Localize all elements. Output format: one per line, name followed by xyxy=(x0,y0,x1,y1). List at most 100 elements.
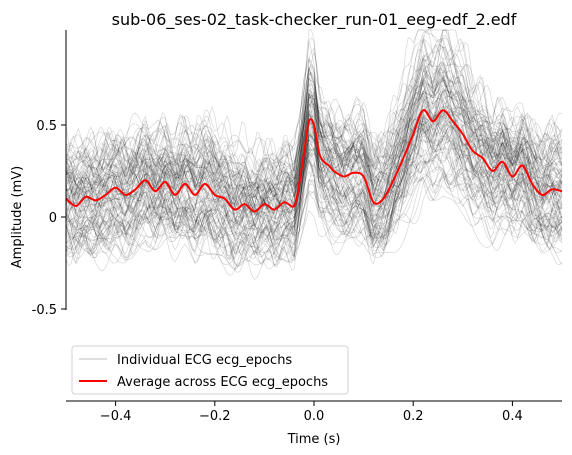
individual-ecg-trace xyxy=(65,58,563,201)
individual-ecg-trace xyxy=(65,176,563,271)
individual-ecg-trace xyxy=(65,137,563,241)
individual-ecg-trace xyxy=(65,123,563,204)
individual-ecg-trace xyxy=(65,83,563,216)
individual-ecg-trace xyxy=(65,121,563,233)
individual-ecg-trace xyxy=(65,161,563,276)
individual-ecg-trace xyxy=(66,76,563,189)
individual-ecg-trace xyxy=(65,115,563,224)
individual-ecg-trace xyxy=(65,128,563,250)
y-tick-label: -0.5 xyxy=(32,303,57,318)
individual-ecg-trace xyxy=(65,90,563,216)
individual-ecg-trace xyxy=(65,55,563,189)
individual-ecg-trace xyxy=(65,37,563,195)
individual-ecg-trace xyxy=(65,161,563,270)
individual-ecg-trace xyxy=(65,123,563,248)
individual-ecg-trace xyxy=(65,131,563,234)
individual-ecg-trace xyxy=(65,155,563,259)
individual-ecg-trace xyxy=(65,113,563,243)
individual-ecg-trace xyxy=(65,113,563,251)
legend-frame xyxy=(71,345,349,395)
individual-ecg-trace xyxy=(65,159,563,281)
individual-ecg-trace xyxy=(65,84,563,200)
individual-ecg-trace xyxy=(65,107,563,218)
individual-ecg-trace xyxy=(65,61,563,192)
individual-ecg-trace xyxy=(65,70,563,198)
individual-ecg-trace xyxy=(65,34,563,192)
individual-ecg-trace xyxy=(65,116,563,257)
individual-ecg-trace xyxy=(65,57,563,218)
individual-ecg-trace xyxy=(65,29,563,176)
individual-ecg-trace xyxy=(65,88,563,244)
individual-ecg-trace xyxy=(65,61,563,215)
individual-ecg-trace xyxy=(65,91,563,240)
individual-ecg-trace xyxy=(65,145,563,224)
individual-ecg-trace xyxy=(65,145,563,246)
legend-label-individual: Individual ECG ecg_epochs xyxy=(117,353,292,368)
individual-ecg-trace xyxy=(65,111,563,273)
individual-ecg-trace xyxy=(65,38,563,231)
individual-ecg-trace xyxy=(65,93,563,219)
x-axis-label: Time (s) xyxy=(287,432,341,447)
individual-ecg-trace xyxy=(65,29,563,178)
individual-ecg-trace xyxy=(65,91,563,195)
individual-ecg-trace xyxy=(65,76,563,192)
x-axis-ticks: −0.4 −0.2 0.0 0.2 0.4 xyxy=(100,401,523,424)
individual-ecg-trace xyxy=(65,67,563,209)
individual-ecg-trace xyxy=(65,160,563,271)
individual-ecg-trace xyxy=(65,121,563,268)
individual-ecg-trace xyxy=(65,111,563,255)
individual-ecg-trace xyxy=(65,101,563,257)
x-tick-label: 0.2 xyxy=(403,409,424,424)
individual-ecg-trace xyxy=(65,137,563,260)
x-tick-label: 0.0 xyxy=(304,409,325,424)
individual-ecg-trace xyxy=(65,92,563,228)
individual-ecg-trace xyxy=(65,147,563,261)
individual-ecg-trace xyxy=(65,75,563,209)
individual-ecg-trace xyxy=(65,57,563,227)
individual-ecg-trace xyxy=(65,62,563,226)
individual-ecg-trace xyxy=(65,92,563,213)
individual-ecg-trace xyxy=(65,79,563,207)
individual-ecg-traces xyxy=(65,29,563,281)
individual-ecg-trace xyxy=(65,74,563,213)
individual-ecg-trace xyxy=(65,29,563,213)
individual-ecg-trace xyxy=(65,79,563,199)
individual-ecg-trace xyxy=(65,115,563,210)
individual-ecg-trace xyxy=(65,151,563,245)
individual-ecg-trace xyxy=(65,44,563,196)
chart-title: sub-06_ses-02_task-checker_run-01_eeg-ed… xyxy=(112,10,517,30)
x-tick-label: −0.4 xyxy=(100,409,132,424)
individual-ecg-trace xyxy=(65,91,563,212)
individual-ecg-trace xyxy=(65,68,563,191)
individual-ecg-trace xyxy=(65,34,563,198)
individual-ecg-trace xyxy=(65,76,563,210)
individual-ecg-trace xyxy=(65,90,563,222)
individual-ecg-trace xyxy=(65,69,563,218)
individual-ecg-trace xyxy=(65,43,563,198)
individual-ecg-trace xyxy=(65,29,563,186)
individual-ecg-trace xyxy=(65,57,563,190)
individual-ecg-trace xyxy=(65,143,563,260)
individual-ecg-trace xyxy=(65,39,563,197)
individual-ecg-trace xyxy=(65,135,563,224)
individual-ecg-trace xyxy=(65,38,563,196)
average-ecg-trace xyxy=(65,109,563,213)
y-tick-label: 0 xyxy=(49,211,57,226)
legend-label-average: Average across ECG ecg_epochs xyxy=(117,375,328,390)
y-tick-label: 0.5 xyxy=(36,119,57,134)
x-tick-label: −0.2 xyxy=(199,409,231,424)
individual-ecg-trace xyxy=(65,128,563,219)
y-axis-ticks: 0.5 0 -0.5 xyxy=(32,119,66,318)
individual-ecg-trace xyxy=(65,166,563,266)
individual-ecg-trace xyxy=(65,99,563,267)
individual-ecg-trace xyxy=(65,174,563,270)
individual-ecg-trace xyxy=(65,173,563,255)
individual-ecg-trace xyxy=(65,55,563,224)
individual-ecg-trace xyxy=(65,108,563,210)
average-layer xyxy=(65,109,563,213)
individual-ecg-trace xyxy=(65,79,563,208)
individual-ecg-trace xyxy=(65,67,563,211)
individual-ecg-trace xyxy=(65,58,563,217)
x-tick-label: 0.4 xyxy=(502,409,523,424)
